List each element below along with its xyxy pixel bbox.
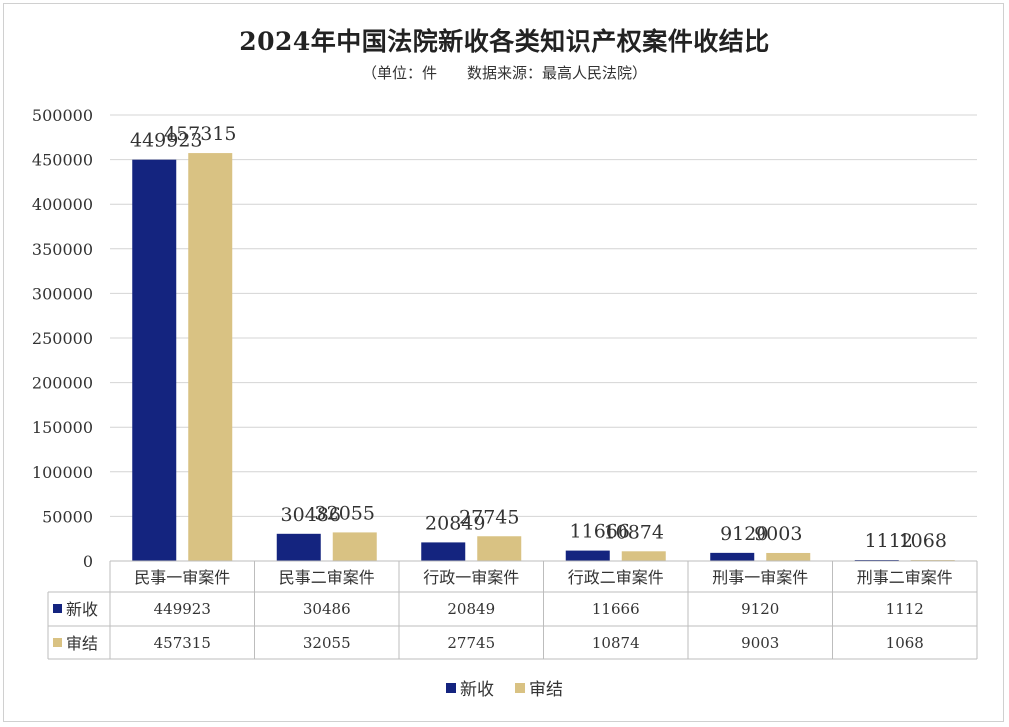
table-cell: 457315 (154, 634, 211, 652)
bar-xinshou (565, 550, 610, 561)
table-cell: 32055 (303, 634, 351, 652)
legend-label: 审结 (529, 680, 563, 700)
bar-xinshou (710, 552, 755, 561)
y-tick-label: 150000 (32, 418, 93, 437)
y-tick-label: 250000 (32, 329, 93, 348)
data-label: 27745 (459, 506, 519, 528)
y-tick-label: 450000 (32, 151, 93, 170)
bar-shenjie (621, 551, 666, 561)
table-cell: 10874 (592, 634, 640, 652)
table-cell: 20849 (447, 600, 495, 618)
bar-shenjie (188, 153, 233, 562)
data-label: 11666 (570, 521, 630, 543)
y-tick-label: 0 (83, 552, 93, 571)
legend-swatch (515, 683, 525, 693)
y-tick-label: 300000 (32, 284, 93, 303)
y-tick-label: 350000 (32, 240, 93, 259)
data-label: 1112 (865, 530, 913, 552)
table-cell: 27745 (447, 634, 495, 652)
table-legend-key (53, 604, 62, 613)
x-category-label: 刑事二审案件 (857, 568, 953, 587)
x-category-label: 刑事一审案件 (712, 568, 808, 587)
table-series-name: 新收 (66, 600, 98, 619)
chart-subtitle: （单位：件 数据来源：最高人民法院） (361, 64, 647, 82)
y-tick-label: 200000 (32, 374, 93, 393)
y-tick-label: 400000 (32, 195, 93, 214)
data-label: 10874 (604, 521, 664, 543)
bar-shenjie (477, 536, 522, 561)
data-label: 449923 (130, 130, 203, 152)
table-cell: 30486 (303, 600, 351, 618)
bar-shenjie (332, 532, 377, 561)
x-category-label: 行政二审案件 (568, 568, 664, 587)
x-category-label: 行政一审案件 (423, 568, 519, 587)
chart-title: 2024年中国法院新收各类知识产权案件收结比 (239, 27, 770, 56)
table-cell: 11666 (592, 600, 640, 618)
data-label: 457315 (164, 123, 237, 145)
data-label: 9003 (754, 523, 802, 545)
legend-swatch (446, 683, 456, 693)
bar-xinshou (132, 159, 177, 561)
data-label: 1068 (899, 530, 947, 552)
y-tick-label: 100000 (32, 463, 93, 482)
x-category-label: 民事一审案件 (134, 568, 230, 587)
bar-xinshou (276, 533, 321, 561)
data-label: 9120 (720, 523, 768, 545)
table-cell: 9003 (741, 634, 779, 652)
data-label: 20849 (425, 512, 485, 534)
table-cell: 1068 (886, 634, 924, 652)
data-label: 32055 (315, 502, 375, 524)
table-cell: 1112 (886, 600, 924, 618)
table-series-name: 审结 (66, 634, 98, 653)
y-tick-label: 500000 (32, 106, 93, 125)
table-legend-key (53, 638, 62, 647)
bar-shenjie (766, 552, 811, 561)
bar-xinshou (421, 542, 466, 561)
y-tick-label: 50000 (42, 507, 93, 526)
legend-label: 新收 (460, 680, 494, 700)
table-cell: 9120 (741, 600, 779, 618)
x-category-label: 民事二审案件 (279, 568, 375, 587)
data-label: 30486 (281, 504, 341, 526)
table-cell: 449923 (154, 600, 211, 618)
